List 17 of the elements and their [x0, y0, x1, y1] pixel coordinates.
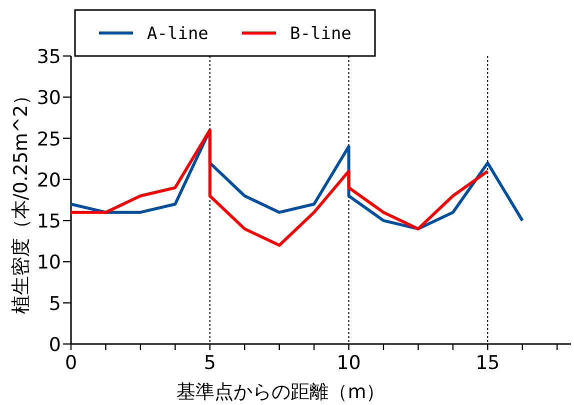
y-tick-label: 20 — [36, 169, 61, 192]
legend-label: B-line — [290, 24, 352, 44]
y-tick-label: 10 — [36, 252, 61, 274]
y-tick-label: 30 — [36, 87, 61, 110]
y-tick-label: 15 — [36, 210, 61, 233]
y-tick-label: 0 — [48, 334, 61, 356]
x-tick-label: 10 — [336, 352, 361, 374]
x-tick-label: 0 — [64, 352, 78, 374]
y-tick-label: 5 — [48, 292, 61, 315]
legend-label: A-line — [147, 24, 208, 44]
x-tick-label: 5 — [204, 352, 216, 374]
y-axis-title: 植生密度（本/0.25m^2） — [10, 86, 32, 314]
y-tick-label: 25 — [36, 128, 61, 150]
y-tick-label: 35 — [36, 46, 61, 68]
x-axis-title: 基準点からの距離（m） — [176, 381, 386, 403]
x-tick-label: 15 — [476, 352, 500, 374]
line-series — [70, 128, 490, 247]
